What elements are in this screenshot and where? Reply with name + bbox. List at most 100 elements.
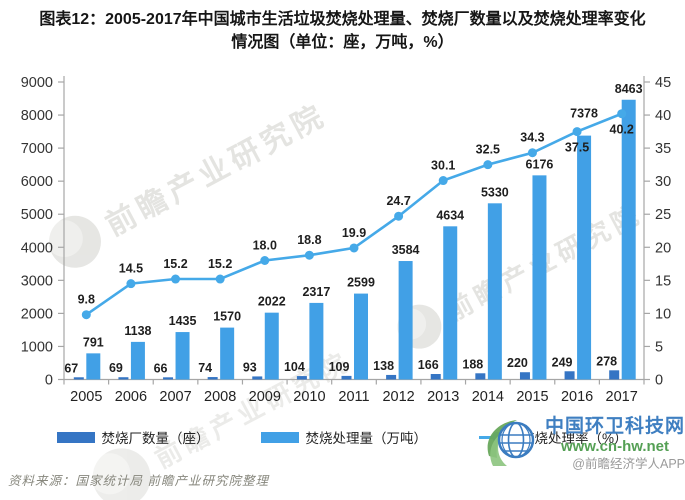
legend-label-rate: 焚烧处理率（%） xyxy=(520,431,628,446)
rate-point-2010 xyxy=(304,250,314,260)
rate-point-2008 xyxy=(215,274,225,284)
plant-count-bar-2008 xyxy=(207,377,218,380)
x-category-label: 2012 xyxy=(382,389,414,405)
chart-title-line2: 情况图（单位：座，万吨，%） xyxy=(231,34,454,52)
count-label-2013: 166 xyxy=(418,358,439,372)
rate-point-2011 xyxy=(349,243,359,253)
amount-label-2017: 8463 xyxy=(615,82,643,96)
rate-label-2006: 14.5 xyxy=(119,262,143,276)
x-category-label: 2011 xyxy=(338,389,369,405)
rate-label-2015: 34.3 xyxy=(520,131,544,145)
amount-bar-2008 xyxy=(220,327,235,380)
rate-point-2007 xyxy=(171,274,181,284)
cnhw-watermark: 中国环卫科技网 www.cn-hw.net @前瞻经济学人APP xyxy=(483,416,685,474)
plant-count-bar-2011 xyxy=(341,375,352,380)
cnhw-site-url: www.cn-hw.net xyxy=(560,437,670,455)
x-category-label: 2016 xyxy=(561,389,593,405)
amount-label-2006: 1138 xyxy=(124,324,151,338)
x-category-label: 2014 xyxy=(472,389,504,405)
amount-bar-2015 xyxy=(532,175,547,380)
chart-title-line1: 图表12：2005-2017年中国城市生活垃圾焚烧处理量、焚烧厂数量以及焚烧处理… xyxy=(39,11,646,28)
left-axis-label: 7000 xyxy=(21,141,53,157)
rate-label-2011: 19.9 xyxy=(342,226,366,240)
amount-bar-2012 xyxy=(398,261,413,380)
right-axis-label: 40 xyxy=(655,108,671,124)
legend-item-amount: 焚烧处理量（万吨） xyxy=(261,427,427,447)
rate-label-2017: 40.2 xyxy=(610,123,634,137)
right-axis-label: 15 xyxy=(655,273,671,289)
rate-point-2014 xyxy=(483,160,493,170)
right-axis-label: 25 xyxy=(655,207,671,223)
right-axis-label: 0 xyxy=(655,373,663,389)
rate-point-2015 xyxy=(527,148,537,158)
rate-label-2013: 30.1 xyxy=(431,159,455,173)
rate-point-2017 xyxy=(617,109,627,119)
plant-count-bar-2007 xyxy=(163,377,174,380)
count-label-2010: 104 xyxy=(284,360,305,374)
amount-label-2007: 1435 xyxy=(169,314,197,328)
plant-count-bar-2015 xyxy=(519,372,530,380)
rate-label-2016: 37.5 xyxy=(565,141,589,155)
cnhw-site-name: 中国环卫科技网 xyxy=(544,416,685,437)
amount-bar-2009 xyxy=(264,312,279,380)
amount-bar-2013 xyxy=(443,226,458,380)
right-axis-label: 30 xyxy=(655,174,671,190)
plant-count-bar-2012 xyxy=(386,374,397,380)
amount-bar-2016 xyxy=(577,135,592,380)
right-axis-label: 35 xyxy=(655,141,671,157)
amount-label-2010: 2317 xyxy=(302,285,330,299)
count-label-2009: 93 xyxy=(243,360,257,374)
amount-bar-2014 xyxy=(487,203,502,380)
rate-point-2016 xyxy=(572,127,582,137)
x-category-label: 2013 xyxy=(427,389,459,405)
chart-title: 图表12：2005-2017年中国城市生活垃圾焚烧处理量、焚烧厂数量以及焚烧处理… xyxy=(0,8,685,54)
cn-hw-globe-icon xyxy=(487,420,535,466)
left-axis-label: 9000 xyxy=(21,75,53,91)
plant-count-bar-2006 xyxy=(118,377,129,380)
count-label-2014: 188 xyxy=(462,357,483,371)
count-label-2008: 74 xyxy=(198,361,212,375)
x-category-label: 2017 xyxy=(606,389,638,405)
x-category-label: 2010 xyxy=(293,389,325,405)
rate-point-2013 xyxy=(438,176,448,186)
amount-label-2005: 791 xyxy=(83,335,104,349)
plant-count-bar-2017 xyxy=(609,370,620,380)
amount-label-2011: 2599 xyxy=(347,276,375,290)
left-axis-label: 1000 xyxy=(21,339,53,355)
rate-label-2007: 15.2 xyxy=(163,257,187,271)
plant-count-bar-2016 xyxy=(564,371,575,380)
legend-item-plant-count: 焚烧厂数量（座） xyxy=(57,427,209,447)
rate-label-2005: 9.8 xyxy=(78,293,95,307)
x-category-label: 2007 xyxy=(159,389,191,405)
count-label-2012: 138 xyxy=(373,359,394,373)
left-axis-label: 4000 xyxy=(21,240,53,256)
left-axis-label: 6000 xyxy=(21,174,53,190)
count-label-2006: 69 xyxy=(109,361,123,375)
rate-point-2005 xyxy=(81,310,91,320)
rate-point-2006 xyxy=(126,279,136,289)
rate-label-2009: 18.0 xyxy=(253,239,277,253)
amount-label-2014: 5330 xyxy=(481,185,509,199)
x-category-label: 2009 xyxy=(249,389,281,405)
count-label-2011: 109 xyxy=(329,360,350,374)
x-category-label: 2008 xyxy=(204,389,236,405)
amount-bar-2006 xyxy=(130,341,145,380)
count-label-2007: 66 xyxy=(154,361,168,375)
amount-bar-2010 xyxy=(309,302,324,380)
count-label-2017: 278 xyxy=(596,354,617,368)
right-axis-label: 20 xyxy=(655,240,671,256)
right-axis-label: 45 xyxy=(655,75,671,91)
right-axis-label: 10 xyxy=(655,306,671,322)
qianzhan-app-handle: @前瞻经济学人APP xyxy=(572,456,685,471)
rate-label-2010: 18.8 xyxy=(297,233,321,247)
rate-label-2008: 15.2 xyxy=(208,257,232,271)
rate-label-2014: 32.5 xyxy=(476,143,500,157)
plant-count-bar-2010 xyxy=(296,376,307,380)
amount-bar-2017 xyxy=(621,99,636,380)
amount-label-2016: 7378 xyxy=(570,107,598,121)
legend-label-plant-count: 焚烧厂数量（座） xyxy=(101,431,210,446)
legend-label-amount: 焚烧处理量（万吨） xyxy=(305,431,427,446)
chart-legend: 焚烧厂数量（座） 焚烧处理量（万吨） 焚烧处理率（%） xyxy=(0,427,685,447)
amount-label-2009: 2022 xyxy=(258,295,286,309)
amount-label-2008: 1570 xyxy=(213,310,241,324)
